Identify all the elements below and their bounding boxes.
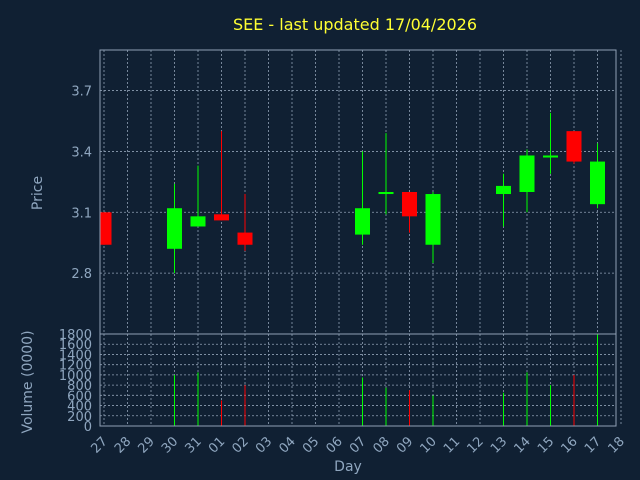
x-tick-label: 30 bbox=[159, 434, 181, 456]
volume-tick-label: 200 bbox=[67, 410, 92, 425]
x-tick-label: 07 bbox=[347, 434, 369, 456]
volume-tick-label: 1200 bbox=[59, 359, 92, 374]
x-tick-label: 28 bbox=[112, 434, 134, 456]
x-tick-label: 14 bbox=[512, 434, 534, 456]
x-tick-label: 29 bbox=[136, 434, 158, 456]
x-tick-label: 31 bbox=[183, 434, 205, 456]
candle-body bbox=[402, 192, 417, 217]
candle-body bbox=[378, 192, 394, 195]
volume-tick-label: 1600 bbox=[59, 338, 92, 353]
candle-body bbox=[519, 155, 535, 192]
y-axis-label: Price bbox=[30, 176, 46, 210]
x-tick-label: 16 bbox=[559, 434, 581, 456]
x-tick-label: 10 bbox=[418, 434, 440, 456]
volume-tick-label: 600 bbox=[67, 389, 92, 404]
volume-tick-label: 800 bbox=[67, 379, 92, 394]
x-tick-label: 18 bbox=[606, 434, 628, 456]
price-grid bbox=[100, 50, 622, 334]
x-tick-label: 12 bbox=[465, 434, 487, 456]
chart-title: SEE - last updated 17/04/2026 bbox=[233, 15, 477, 34]
x-tick-label: 13 bbox=[488, 434, 510, 456]
candle-body bbox=[355, 208, 370, 235]
candle-body bbox=[496, 185, 511, 195]
x-tick-label: 11 bbox=[441, 434, 463, 456]
x-tick-label: 02 bbox=[230, 434, 252, 456]
price-panel-frame bbox=[99, 49, 617, 335]
price-tick-label: 3.4 bbox=[71, 145, 92, 160]
volume-panel-frame bbox=[99, 333, 617, 427]
x-tick-label: 06 bbox=[324, 434, 346, 456]
x-tick-label: 01 bbox=[206, 434, 228, 456]
x-tick-label: 05 bbox=[300, 434, 322, 456]
candle-body bbox=[214, 214, 229, 221]
x-tick-label: 03 bbox=[253, 434, 275, 456]
volume-bars bbox=[174, 334, 598, 426]
price-tick-labels: 2.8 3.1 3.4 3.7 bbox=[71, 85, 92, 283]
x-tick-label: 17 bbox=[582, 434, 604, 456]
x-tick-label: 09 bbox=[394, 434, 416, 456]
x-tick-label: 27 bbox=[89, 434, 111, 456]
candle-body bbox=[590, 161, 605, 205]
price-tick-label: 3.1 bbox=[71, 206, 92, 221]
price-tick-label: 2.8 bbox=[71, 267, 92, 282]
volume-grid bbox=[100, 333, 622, 427]
x-tick-label: 08 bbox=[371, 434, 393, 456]
x-tick-label: 15 bbox=[535, 434, 557, 456]
candles bbox=[100, 112, 605, 274]
candle-body bbox=[190, 216, 206, 227]
volume-tick-label: 1800 bbox=[59, 328, 92, 343]
volume-tick-label: 1400 bbox=[59, 348, 92, 363]
candle-body bbox=[425, 194, 441, 245]
candle-body bbox=[237, 232, 253, 245]
price-tick-label: 3.7 bbox=[71, 85, 92, 100]
volume-axis-label: Volume (0000) bbox=[20, 330, 36, 433]
volume-tick-label: 0 bbox=[84, 420, 92, 435]
volume-tick-label: 1000 bbox=[59, 369, 92, 384]
volume-tick-label: 400 bbox=[67, 400, 92, 415]
candle-body bbox=[100, 212, 112, 245]
candle-body bbox=[543, 155, 558, 158]
candle-body bbox=[566, 131, 582, 162]
x-tick-label: 04 bbox=[277, 434, 299, 456]
candle-body bbox=[167, 208, 182, 249]
x-axis-label: Day bbox=[334, 459, 362, 475]
x-tick-labels: 27 28 29 30 31 01 02 03 04 05 06 07 08 09 10 11 12 13 14 15… bbox=[89, 434, 628, 456]
